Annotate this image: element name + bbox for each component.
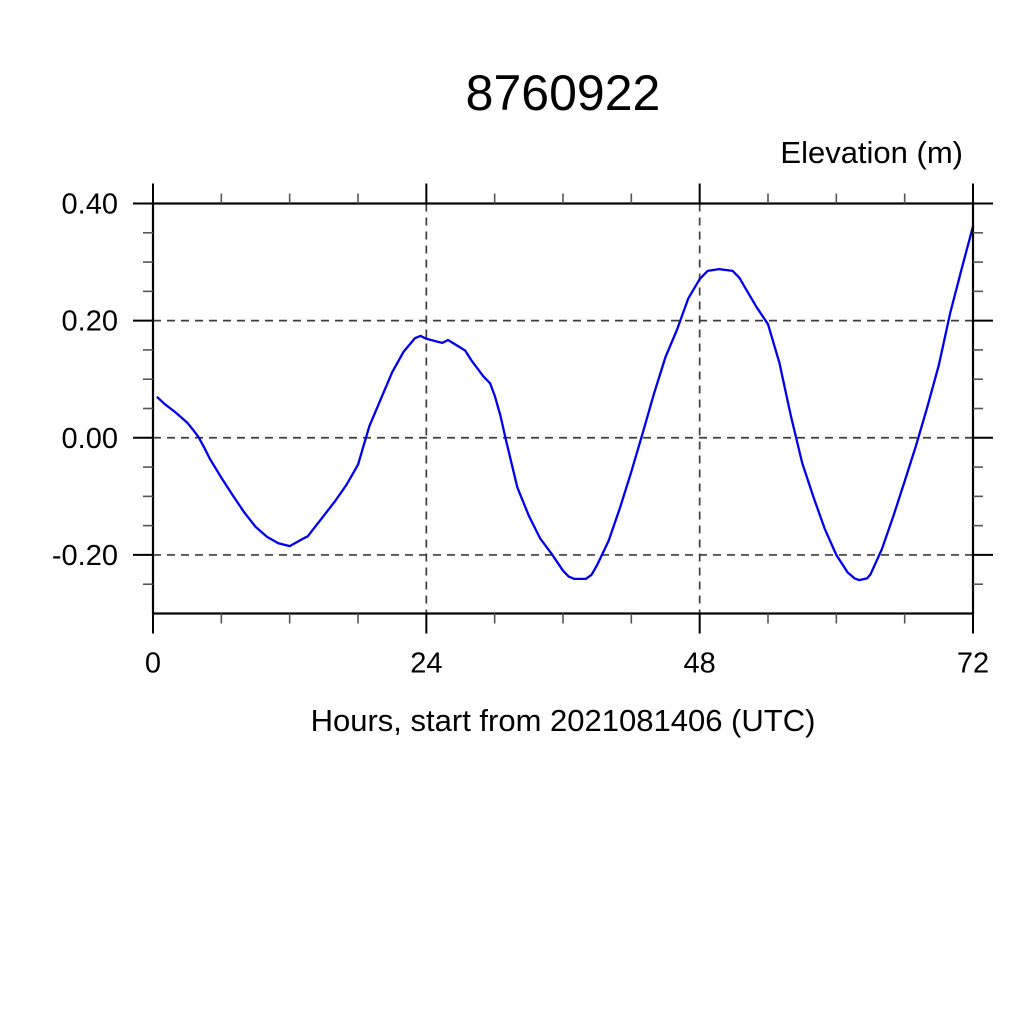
plot-frame <box>151 202 975 615</box>
x-tick-label: 0 <box>145 648 161 680</box>
x-tick-label: 48 <box>684 648 716 680</box>
y-axis-title: Elevation (m) <box>780 135 963 170</box>
y-tick-label: 0.20 <box>62 306 118 338</box>
y-tick-label: 0.00 <box>62 423 118 455</box>
x-tick-label: 72 <box>957 648 989 680</box>
x-tick-label: 24 <box>410 648 442 680</box>
elevation-curve <box>156 225 975 582</box>
station-id-title: 8760922 <box>465 65 661 121</box>
x-axis-label: Hours, start from 2021081406 (UTC) <box>310 703 816 738</box>
y-tick-label: 0.40 <box>62 189 118 221</box>
y-tick-label: -0.20 <box>52 540 118 572</box>
